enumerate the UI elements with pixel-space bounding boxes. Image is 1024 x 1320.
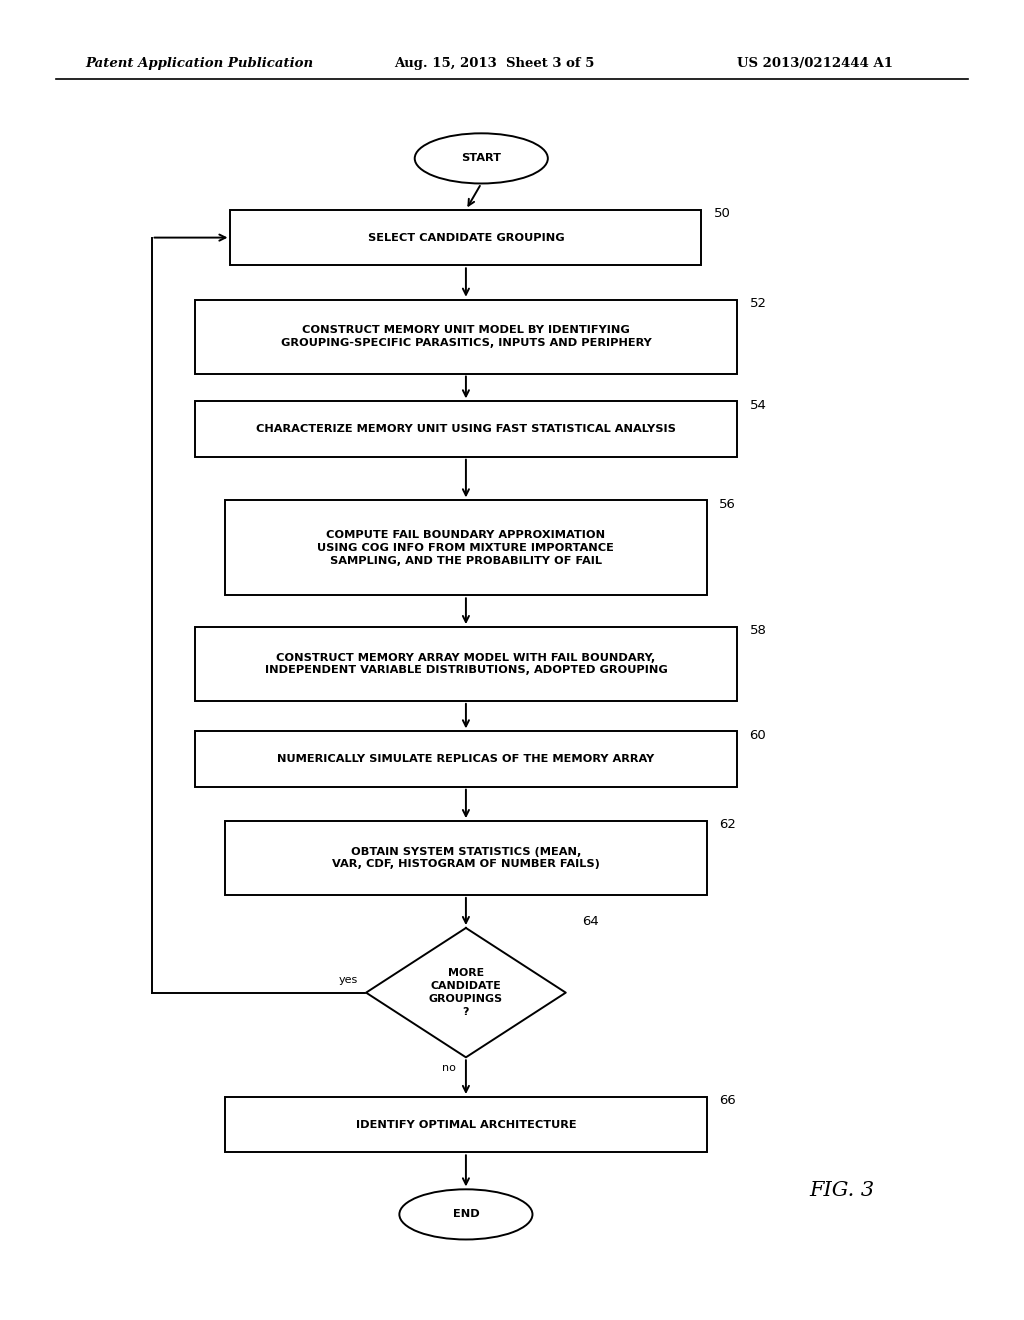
Text: Patent Application Publication: Patent Application Publication <box>85 57 313 70</box>
FancyBboxPatch shape <box>225 821 707 895</box>
Text: MORE
CANDIDATE
GROUPINGS
?: MORE CANDIDATE GROUPINGS ? <box>429 969 503 1016</box>
Ellipse shape <box>399 1189 532 1239</box>
Text: CHARACTERIZE MEMORY UNIT USING FAST STATISTICAL ANALYSIS: CHARACTERIZE MEMORY UNIT USING FAST STAT… <box>256 424 676 434</box>
Text: 62: 62 <box>719 818 735 832</box>
Text: 60: 60 <box>750 729 766 742</box>
Text: US 2013/0212444 A1: US 2013/0212444 A1 <box>737 57 893 70</box>
Text: IDENTIFY OPTIMAL ARCHITECTURE: IDENTIFY OPTIMAL ARCHITECTURE <box>355 1119 577 1130</box>
FancyBboxPatch shape <box>195 731 737 787</box>
Text: COMPUTE FAIL BOUNDARY APPROXIMATION
USING COG INFO FROM MIXTURE IMPORTANCE
SAMPL: COMPUTE FAIL BOUNDARY APPROXIMATION USIN… <box>317 531 614 565</box>
FancyBboxPatch shape <box>225 500 707 595</box>
Text: 52: 52 <box>750 297 767 310</box>
FancyBboxPatch shape <box>230 210 701 265</box>
Text: OBTAIN SYSTEM STATISTICS (MEAN,
VAR, CDF, HISTOGRAM OF NUMBER FAILS): OBTAIN SYSTEM STATISTICS (MEAN, VAR, CDF… <box>332 846 600 870</box>
Text: 64: 64 <box>582 915 599 928</box>
Text: NUMERICALLY SIMULATE REPLICAS OF THE MEMORY ARRAY: NUMERICALLY SIMULATE REPLICAS OF THE MEM… <box>278 754 654 764</box>
Text: 66: 66 <box>719 1094 735 1107</box>
Text: FIG. 3: FIG. 3 <box>809 1181 874 1200</box>
FancyBboxPatch shape <box>195 627 737 701</box>
Polygon shape <box>367 928 565 1057</box>
Text: 56: 56 <box>719 498 735 511</box>
Text: 50: 50 <box>714 207 730 220</box>
FancyBboxPatch shape <box>195 401 737 457</box>
Text: 54: 54 <box>750 399 766 412</box>
Text: END: END <box>453 1209 479 1220</box>
Text: yes: yes <box>339 974 358 985</box>
FancyBboxPatch shape <box>195 300 737 374</box>
Text: no: no <box>441 1063 456 1073</box>
Text: CONSTRUCT MEMORY UNIT MODEL BY IDENTIFYING
GROUPING-SPECIFIC PARASITICS, INPUTS : CONSTRUCT MEMORY UNIT MODEL BY IDENTIFYI… <box>281 325 651 348</box>
Text: CONSTRUCT MEMORY ARRAY MODEL WITH FAIL BOUNDARY,
INDEPENDENT VARIABLE DISTRIBUTI: CONSTRUCT MEMORY ARRAY MODEL WITH FAIL B… <box>264 652 668 676</box>
Ellipse shape <box>415 133 548 183</box>
Text: Aug. 15, 2013  Sheet 3 of 5: Aug. 15, 2013 Sheet 3 of 5 <box>394 57 595 70</box>
Text: START: START <box>461 153 502 164</box>
Text: 58: 58 <box>750 624 766 638</box>
Text: SELECT CANDIDATE GROUPING: SELECT CANDIDATE GROUPING <box>368 232 564 243</box>
FancyBboxPatch shape <box>225 1097 707 1152</box>
